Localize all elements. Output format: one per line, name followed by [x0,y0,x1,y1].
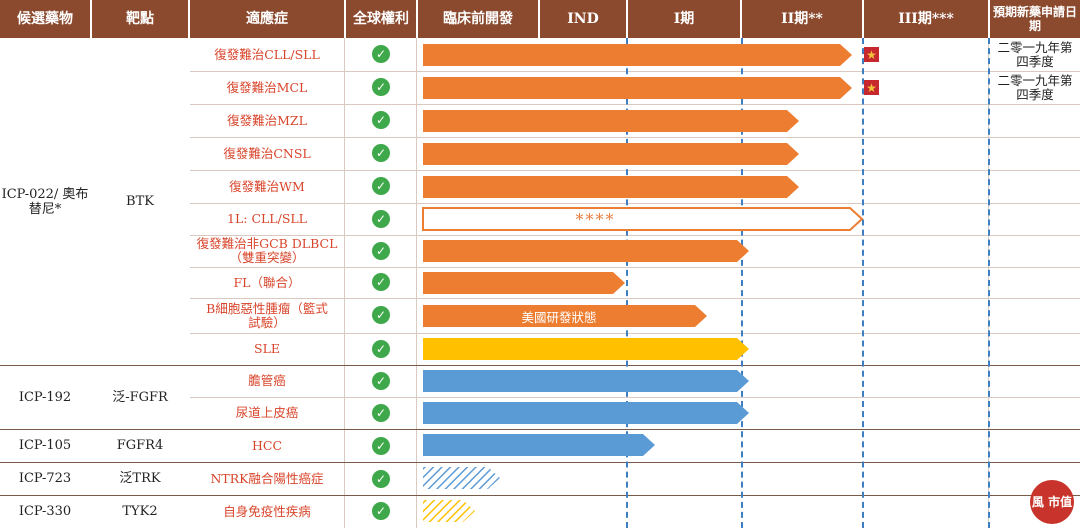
star-icon: ★ [864,80,879,95]
check-icon: ✓ [372,273,390,291]
row-divider [190,71,1080,72]
check-icon: ✓ [372,144,390,162]
check-icon: ✓ [372,177,390,195]
check-icon: ✓ [372,404,390,422]
indication-cell: NTRK融合陽性癌症 [210,470,324,486]
progress-bar [423,77,852,99]
phase-boundary-ind [626,38,628,528]
target-pan-trk: 泛TRK [119,471,161,486]
target-btk: BTK [126,194,154,209]
header-candidate: 候選藥物 [0,0,90,38]
target-pan-fgfr: 泛-FGFR [112,389,168,405]
indication-cell: SLE [254,341,280,356]
check-icon: ✓ [372,340,390,358]
progress-bar [422,207,864,231]
indication-cell: 膽管癌 [248,373,286,388]
indication-cell: 復發難治MZL [227,112,307,128]
progress-bar [423,434,655,456]
row-divider [190,203,1080,204]
progress-bar [423,44,852,66]
bar-label: **** [575,209,616,229]
indication-cell: B細胞惡性腫瘤（籃式試驗） [206,300,328,330]
progress-bar [423,500,475,522]
column-divider [416,38,417,528]
candidate-icp-723: ICP-723 [18,471,72,486]
star-icon: ★ [864,47,879,62]
row-divider [190,298,1080,299]
progress-bar [423,338,749,360]
check-icon: ✓ [372,470,390,488]
group-divider [0,365,1080,366]
check-icon: ✓ [372,242,390,260]
header-global-rights: 全球權利 [346,0,416,38]
progress-bar [423,143,799,165]
candidate-icp-330: ICP-330 [18,504,72,519]
phase-boundary-phase1 [741,38,743,528]
approval-date: 二零一九年第四季度 [997,73,1073,102]
row-divider [190,137,1080,138]
candidate-icp-105: ICP-105 [18,438,72,453]
row-divider [190,267,1080,268]
progress-bar [423,240,749,262]
header-nda-date: 預期新藥申請日期 [990,0,1080,38]
progress-bar [423,272,625,294]
indication-cell: 復發難治WM [229,178,305,194]
phase-boundary-phase2 [862,38,864,528]
check-icon: ✓ [372,372,390,390]
group-divider [0,462,1080,463]
phase-boundary-phase3 [988,38,990,528]
progress-bar [423,305,707,327]
approval-date: 二零一九年第四季度 [997,40,1073,69]
progress-bar [423,370,749,392]
indication-cell: 1L: CLL/SLL [227,211,307,226]
target-fgfr4: FGFR4 [116,438,164,453]
check-icon: ✓ [372,210,390,228]
header-phase3: III期*** [864,0,988,38]
check-icon: ✓ [372,437,390,455]
indication-cell: 自身免疫性疾病 [223,503,311,519]
progress-bar [423,402,749,424]
row-divider [190,104,1080,105]
row-divider [190,397,1080,398]
indication-cell: 尿道上皮癌 [235,405,299,420]
progress-bar [423,467,500,489]
indication-cell: 復發難治非GCB DLBCL（雙重突變） [196,236,338,265]
column-divider [344,38,345,528]
check-icon: ✓ [372,78,390,96]
header-ind: IND [540,0,626,38]
check-icon: ✓ [372,111,390,129]
check-icon: ✓ [372,45,390,63]
candidate-icp-192: ICP-192 [18,389,72,405]
header-phase2: II期** [742,0,862,38]
header-indication: 適應症 [190,0,344,38]
row-divider [190,235,1080,236]
indication-cell: 復發難治CLL/SLL [214,46,320,62]
candidate-icp-022: ICP-022/ 奧布替尼* [1,186,89,217]
indication-cell: 復發難治MCL [226,79,308,95]
row-divider [190,333,1080,334]
indication-cell: 復發難治CNSL [223,145,311,161]
logo: 風 市值 [1030,480,1074,524]
target-tyk2: TYK2 [122,504,158,519]
progress-bar [423,110,799,132]
check-icon: ✓ [372,502,390,520]
header-target: 靶點 [92,0,188,38]
group-divider [0,495,1080,496]
bar-label: 美國研發狀態 [521,309,597,325]
group-divider [0,429,1080,430]
indication-cell: HCC [251,437,283,453]
header-phase1: I期 [628,0,740,38]
row-divider [190,170,1080,171]
indication-cell: FL（聯合） [233,274,301,290]
progress-bar [423,176,799,198]
check-icon: ✓ [372,306,390,324]
header-preclinical: 臨床前開發 [418,0,538,38]
